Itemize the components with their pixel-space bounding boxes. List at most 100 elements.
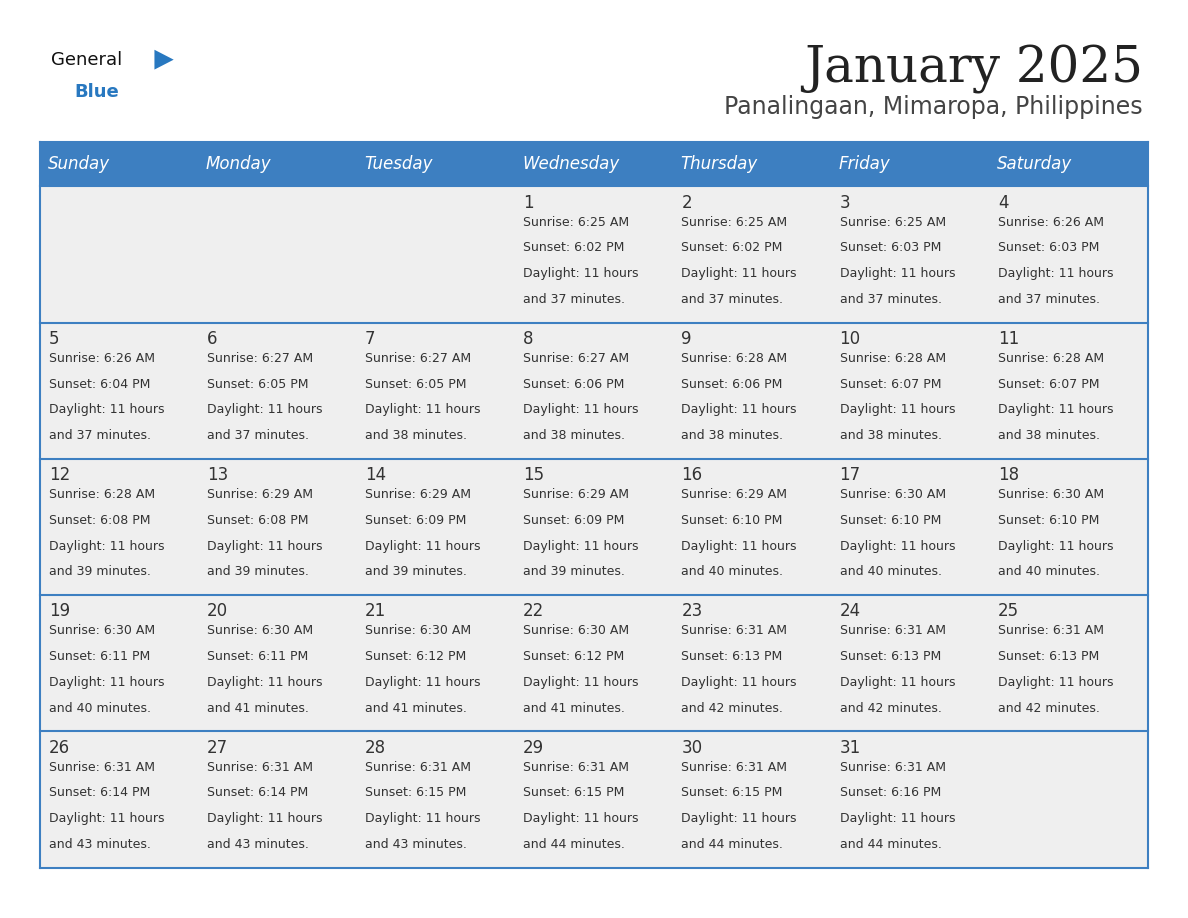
Text: 22: 22: [523, 602, 544, 621]
Text: 13: 13: [207, 466, 228, 484]
Bar: [674, 732, 832, 868]
Text: Thursday: Thursday: [681, 155, 758, 174]
Bar: [198, 732, 356, 868]
Text: 9: 9: [682, 330, 691, 348]
Text: Daylight: 11 hours: Daylight: 11 hours: [365, 812, 481, 825]
Text: Sunrise: 6:30 AM: Sunrise: 6:30 AM: [998, 488, 1104, 501]
Text: and 37 minutes.: and 37 minutes.: [682, 293, 783, 306]
Text: and 38 minutes.: and 38 minutes.: [682, 429, 783, 442]
Text: Sunset: 6:10 PM: Sunset: 6:10 PM: [682, 514, 783, 527]
Text: Sunrise: 6:29 AM: Sunrise: 6:29 AM: [523, 488, 630, 501]
Text: Daylight: 11 hours: Daylight: 11 hours: [998, 403, 1113, 417]
Text: Blue: Blue: [75, 83, 120, 101]
Text: 18: 18: [998, 466, 1019, 484]
Text: Daylight: 11 hours: Daylight: 11 hours: [682, 267, 797, 280]
Text: Sunset: 6:06 PM: Sunset: 6:06 PM: [682, 377, 783, 391]
Text: Sunset: 6:04 PM: Sunset: 6:04 PM: [49, 377, 150, 391]
Text: Daylight: 11 hours: Daylight: 11 hours: [998, 267, 1113, 280]
Text: Daylight: 11 hours: Daylight: 11 hours: [840, 403, 955, 417]
Text: Sunset: 6:06 PM: Sunset: 6:06 PM: [523, 377, 625, 391]
Text: Daylight: 11 hours: Daylight: 11 hours: [998, 540, 1113, 553]
Text: Sunset: 6:14 PM: Sunset: 6:14 PM: [207, 787, 308, 800]
Text: Daylight: 11 hours: Daylight: 11 hours: [207, 812, 322, 825]
Text: and 43 minutes.: and 43 minutes.: [365, 838, 467, 851]
Text: Monday: Monday: [206, 155, 271, 174]
Text: Daylight: 11 hours: Daylight: 11 hours: [840, 267, 955, 280]
Bar: [514, 322, 674, 459]
Text: and 38 minutes.: and 38 minutes.: [998, 429, 1100, 442]
Text: Sunset: 6:09 PM: Sunset: 6:09 PM: [365, 514, 467, 527]
Text: 15: 15: [523, 466, 544, 484]
Text: 17: 17: [840, 466, 860, 484]
Bar: [514, 732, 674, 868]
Text: Sunset: 6:11 PM: Sunset: 6:11 PM: [49, 650, 150, 663]
Text: Daylight: 11 hours: Daylight: 11 hours: [682, 676, 797, 688]
Text: Sunset: 6:14 PM: Sunset: 6:14 PM: [49, 787, 150, 800]
Text: Sunrise: 6:25 AM: Sunrise: 6:25 AM: [682, 216, 788, 229]
Bar: [198, 459, 356, 595]
Text: and 37 minutes.: and 37 minutes.: [523, 293, 625, 306]
Text: Daylight: 11 hours: Daylight: 11 hours: [840, 812, 955, 825]
Bar: [356, 459, 514, 595]
Text: Panalingaan, Mimaropa, Philippines: Panalingaan, Mimaropa, Philippines: [725, 95, 1143, 119]
Text: and 40 minutes.: and 40 minutes.: [682, 565, 783, 578]
Text: Sunrise: 6:25 AM: Sunrise: 6:25 AM: [523, 216, 630, 229]
Text: Sunrise: 6:30 AM: Sunrise: 6:30 AM: [365, 624, 472, 637]
Text: Sunrise: 6:28 AM: Sunrise: 6:28 AM: [840, 352, 946, 365]
Text: Daylight: 11 hours: Daylight: 11 hours: [523, 676, 639, 688]
Text: and 37 minutes.: and 37 minutes.: [207, 429, 309, 442]
Text: Sunset: 6:15 PM: Sunset: 6:15 PM: [365, 787, 467, 800]
Text: and 43 minutes.: and 43 minutes.: [207, 838, 309, 851]
Bar: [674, 595, 832, 732]
Text: 23: 23: [682, 602, 702, 621]
Text: Sunset: 6:07 PM: Sunset: 6:07 PM: [998, 377, 1099, 391]
Text: Sunset: 6:13 PM: Sunset: 6:13 PM: [840, 650, 941, 663]
Bar: [674, 459, 832, 595]
Bar: [198, 186, 356, 322]
Bar: [832, 142, 990, 186]
Text: Daylight: 11 hours: Daylight: 11 hours: [523, 403, 639, 417]
Text: Sunset: 6:08 PM: Sunset: 6:08 PM: [207, 514, 309, 527]
Text: Wednesday: Wednesday: [522, 155, 619, 174]
Text: Daylight: 11 hours: Daylight: 11 hours: [840, 676, 955, 688]
Text: Sunset: 6:09 PM: Sunset: 6:09 PM: [523, 514, 625, 527]
Text: 26: 26: [49, 739, 70, 756]
Text: 3: 3: [840, 194, 851, 212]
Text: Sunrise: 6:25 AM: Sunrise: 6:25 AM: [840, 216, 946, 229]
Text: Sunset: 6:03 PM: Sunset: 6:03 PM: [998, 241, 1099, 254]
Text: Daylight: 11 hours: Daylight: 11 hours: [207, 540, 322, 553]
Text: Daylight: 11 hours: Daylight: 11 hours: [523, 812, 639, 825]
Text: Sunrise: 6:30 AM: Sunrise: 6:30 AM: [523, 624, 630, 637]
Text: Sunset: 6:12 PM: Sunset: 6:12 PM: [365, 650, 467, 663]
Text: Sunrise: 6:26 AM: Sunrise: 6:26 AM: [49, 352, 154, 365]
Text: Sunrise: 6:27 AM: Sunrise: 6:27 AM: [365, 352, 472, 365]
Text: and 40 minutes.: and 40 minutes.: [49, 701, 151, 714]
Text: 20: 20: [207, 602, 228, 621]
Bar: [198, 142, 356, 186]
Text: Sunset: 6:07 PM: Sunset: 6:07 PM: [840, 377, 941, 391]
Text: 12: 12: [49, 466, 70, 484]
Text: Daylight: 11 hours: Daylight: 11 hours: [49, 540, 164, 553]
Text: Sunset: 6:16 PM: Sunset: 6:16 PM: [840, 787, 941, 800]
Text: Sunrise: 6:30 AM: Sunrise: 6:30 AM: [207, 624, 312, 637]
Bar: [990, 142, 1148, 186]
Text: Sunset: 6:02 PM: Sunset: 6:02 PM: [523, 241, 625, 254]
Text: Daylight: 11 hours: Daylight: 11 hours: [365, 676, 481, 688]
Polygon shape: [154, 50, 173, 70]
Text: Daylight: 11 hours: Daylight: 11 hours: [998, 676, 1113, 688]
Text: Sunrise: 6:28 AM: Sunrise: 6:28 AM: [682, 352, 788, 365]
Text: 2: 2: [682, 194, 693, 212]
Bar: [674, 322, 832, 459]
Text: Daylight: 11 hours: Daylight: 11 hours: [49, 403, 164, 417]
Text: 21: 21: [365, 602, 386, 621]
Text: Sunrise: 6:31 AM: Sunrise: 6:31 AM: [49, 761, 154, 774]
Text: and 43 minutes.: and 43 minutes.: [49, 838, 151, 851]
Text: Daylight: 11 hours: Daylight: 11 hours: [523, 267, 639, 280]
Bar: [356, 595, 514, 732]
Text: and 37 minutes.: and 37 minutes.: [49, 429, 151, 442]
Text: Sunrise: 6:31 AM: Sunrise: 6:31 AM: [682, 624, 788, 637]
Text: Sunday: Sunday: [48, 155, 109, 174]
Text: 10: 10: [840, 330, 860, 348]
Bar: [356, 142, 514, 186]
Text: Sunset: 6:08 PM: Sunset: 6:08 PM: [49, 514, 150, 527]
